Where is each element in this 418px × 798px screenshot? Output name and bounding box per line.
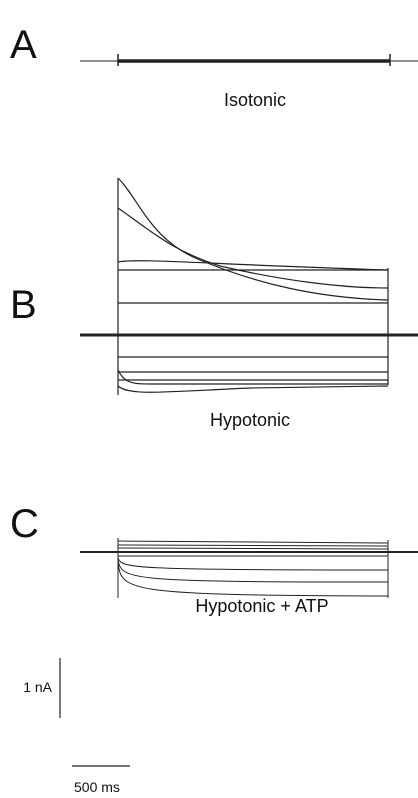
panel-caption: Hypotonic + ATP [195, 596, 328, 616]
time-scale-label: 500 ms [74, 779, 120, 795]
panel-letter: A [10, 23, 37, 67]
panel-caption: Hypotonic [210, 410, 290, 430]
panel-letter: C [10, 502, 39, 546]
trace-b [80, 177, 418, 395]
trace-c [80, 538, 418, 598]
current-scale-label: 1 nA [23, 679, 52, 695]
panel-caption: Isotonic [224, 90, 286, 110]
trace-a [80, 54, 418, 66]
panel-letter: B [10, 283, 37, 327]
